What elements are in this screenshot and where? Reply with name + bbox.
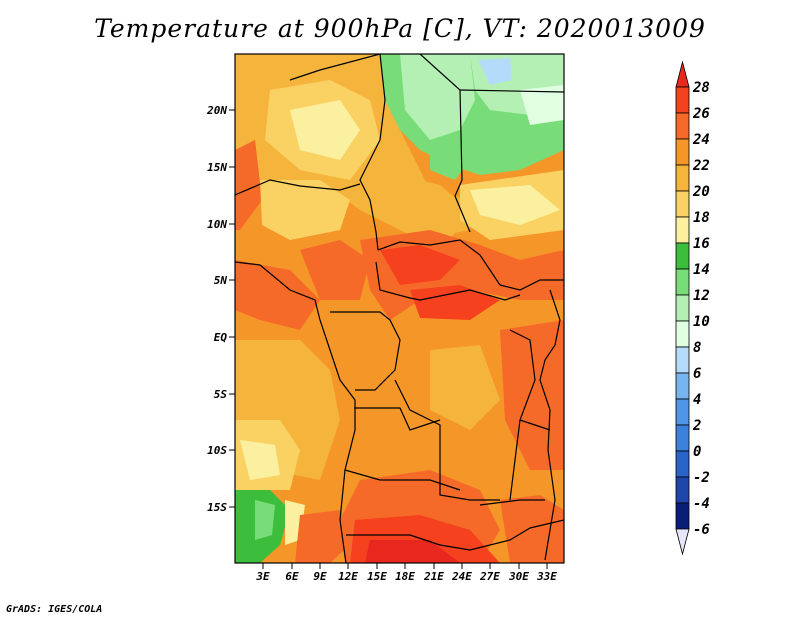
lon-label-33e: 33E [536,570,557,583]
colorbar-tick-label: 2 [692,418,701,434]
colorbar-segment [675,268,690,296]
lat-tick-15n: 15N [207,161,235,174]
lat-tick-10n: 10N [207,218,235,231]
colorbar-tick-label: 8 [693,340,701,356]
map-title: Temperature at 900hPa [C], VT: 202001300… [94,14,706,43]
colorbar-tick-label: 18 [693,210,710,226]
lat-tick-eq: EQ [214,331,235,344]
lat-label-20n: 20N [206,104,227,117]
colorbar-segment [675,320,690,348]
lat-label-10n: 10N [207,218,227,231]
colorbar-tick-label: 22 [692,158,710,174]
colorbar-tick-label: -4 [693,496,710,512]
lon-label-30e: 30E [508,570,529,583]
lat-label-15s: 15S [207,501,227,514]
colorbar-tick-label: 0 [693,444,701,460]
country-borders [235,54,564,563]
lon-label-3e: 3E [255,570,270,583]
lat-tick-5n: 5N [214,274,235,287]
colorbar-segment [675,294,690,322]
colorbar-tick-label: 20 [692,184,710,200]
colorbar-tick-label: 6 [693,366,701,382]
colorbar-segment [675,190,690,218]
temperature-field [235,54,564,563]
lat-label-5n: 5N [214,274,228,287]
lat-tick-5s: 5S [214,388,235,401]
latitude-axis: 20N 15N 10N 5N EQ 5S 10S 15S [206,104,235,514]
lon-label-24e: 24E [451,570,472,583]
colorbar-segment [675,398,690,426]
lon-label-27e: 27E [479,570,500,583]
colorbar-segment [675,476,690,504]
colorbar-segment [675,112,690,140]
lon-label-9e: 9E [313,570,327,583]
lat-label-eq: EQ [214,331,228,344]
colorbar-tick-label: 16 [693,236,710,252]
lon-label-12e: 12E [338,570,358,583]
colorbar-segment [675,164,690,192]
lat-tick-15s: 15S [207,501,235,514]
colorbar-segment [675,242,690,270]
colorbar-tick-label: -6 [693,522,710,538]
lat-tick-20n: 20N [206,104,235,117]
colorbar-segment [675,138,690,166]
lat-tick-10s: 10S [207,444,235,457]
colorbar-tick-label: -2 [693,470,710,486]
lon-label-18e: 18E [395,570,415,583]
colorbar-tick-label: 12 [693,288,710,304]
credit-label: GrADS: IGES/COLA [6,604,103,615]
colorbar-tick-label: 28 [692,80,710,96]
longitude-axis: 3E 6E 9E 12E 15E 18E 21E 24E 27E 30E 33E [255,563,557,583]
lat-label-5s: 5S [214,388,228,401]
colorbar-segment [675,346,690,374]
map-frame [234,53,565,564]
colorbar-tick-label: 24 [692,132,710,148]
colorbar-tick-label: 26 [692,106,710,122]
colorbar-segment [675,424,690,452]
colorbar-segment [675,372,690,400]
colorbar-top-arrow [675,60,690,88]
colorbar-segment [675,502,690,530]
colorbar-tick-label: 4 [693,392,701,408]
lat-label-10s: 10S [207,444,227,457]
colorbar-segment [675,86,690,114]
colorbar-tick-label: 14 [693,262,710,278]
lon-label-15e: 15E [367,570,387,583]
lon-label-21e: 21E [423,570,444,583]
colorbar-bottom-arrow [675,528,690,556]
colorbar-tick-label: 10 [693,314,710,330]
colorbar-segment [675,216,690,244]
lat-label-15n: 15N [207,161,227,174]
lon-label-6e: 6E [285,570,299,583]
colorbar-segment [675,450,690,478]
